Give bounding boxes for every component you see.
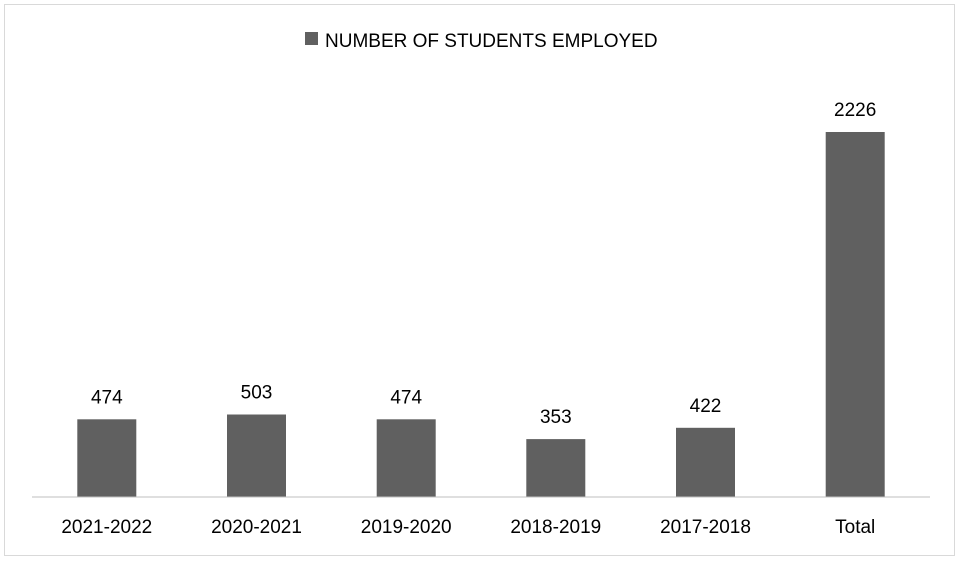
x-tick-label-2018-2019: 2018-2019 — [510, 517, 601, 538]
legend-label: NUMBER OF STUDENTS EMPLOYED — [325, 31, 658, 52]
data-labels: 474 503 474 353 422 2226 — [91, 100, 876, 428]
x-tick-label-total: Total — [835, 517, 875, 538]
bar-2021-2022 — [77, 419, 137, 497]
data-label-2019-2020: 474 — [390, 387, 422, 408]
x-tick-label-2021-2022: 2021-2022 — [61, 517, 152, 538]
bar-2018-2019 — [526, 439, 586, 497]
data-label-2017-2018: 422 — [690, 396, 722, 417]
bars — [77, 132, 885, 497]
bar-2019-2020 — [376, 419, 436, 497]
chart-frame — [4, 4, 955, 556]
x-tick-label-2019-2020: 2019-2020 — [361, 517, 452, 538]
x-tick-label-2020-2021: 2020-2021 — [211, 517, 302, 538]
legend-swatch — [305, 32, 318, 45]
bar-2020-2021 — [227, 414, 286, 497]
bar-2017-2018 — [676, 427, 735, 497]
legend: NUMBER OF STUDENTS EMPLOYED — [305, 31, 658, 52]
data-label-2020-2021: 503 — [241, 383, 273, 404]
bar-total — [825, 132, 885, 497]
data-label-2018-2019: 353 — [540, 407, 572, 428]
x-tick-labels: 2021-2022 2020-2021 2019-2020 2018-2019 2017… — [61, 517, 875, 538]
data-label-total: 2226 — [834, 100, 876, 121]
x-tick-label-2017-2018: 2017-2018 — [660, 517, 751, 538]
data-label-2021-2022: 474 — [91, 387, 123, 408]
